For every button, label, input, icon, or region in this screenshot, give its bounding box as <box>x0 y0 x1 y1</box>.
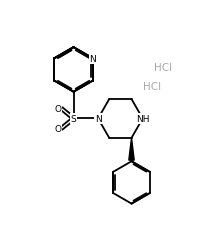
Text: O: O <box>54 124 61 134</box>
Text: O: O <box>54 104 61 113</box>
Text: N: N <box>95 114 101 123</box>
Text: HCl: HCl <box>143 82 162 92</box>
Text: N: N <box>89 55 96 63</box>
Text: S: S <box>71 114 76 123</box>
Text: N: N <box>89 55 96 63</box>
Text: HCl: HCl <box>154 63 172 73</box>
Text: NH: NH <box>136 114 149 123</box>
Polygon shape <box>129 138 134 161</box>
